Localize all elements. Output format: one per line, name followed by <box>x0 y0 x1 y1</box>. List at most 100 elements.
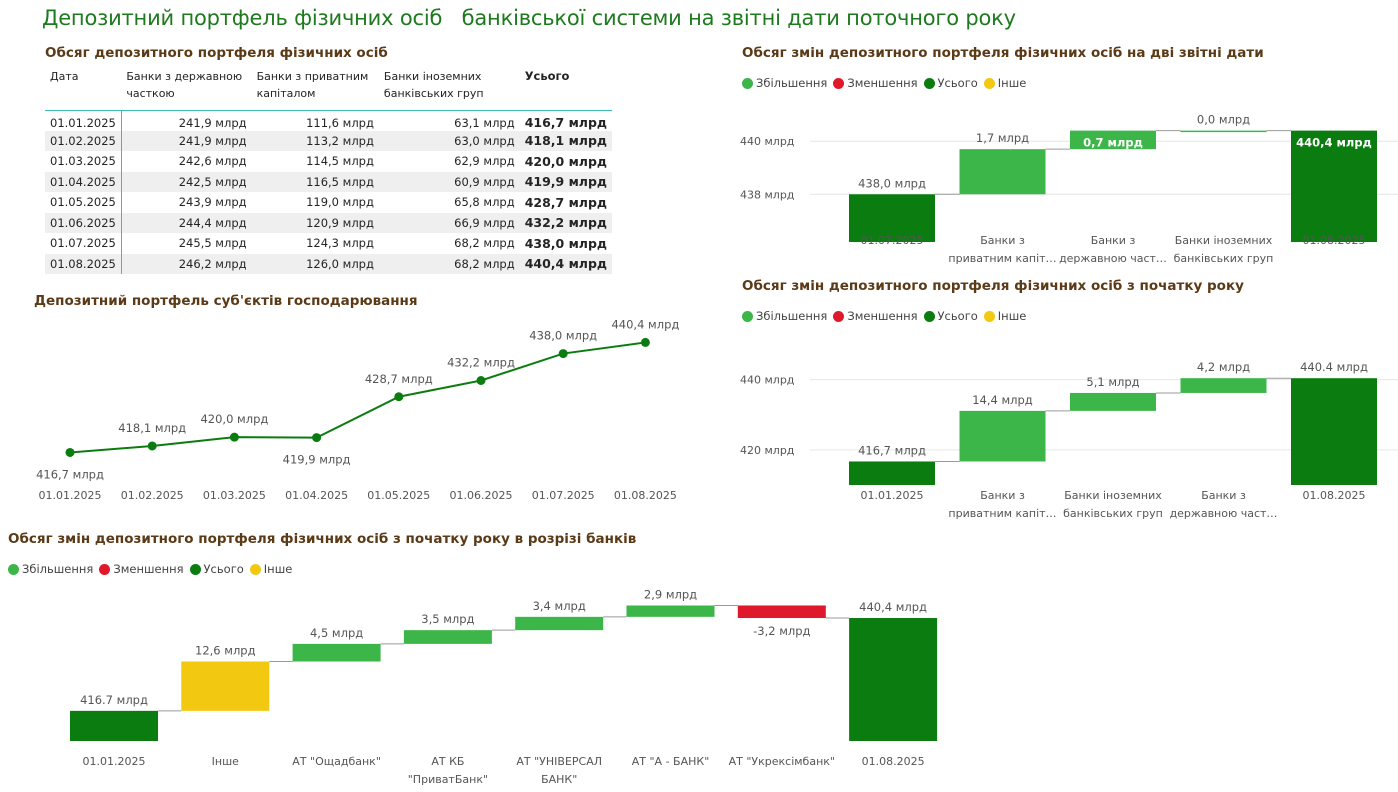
cell-date: 01.05.2025 <box>45 192 122 213</box>
x-tick-label: АТ КБ <box>431 755 464 768</box>
col-header-state[interactable]: Банки з державною часткою <box>126 70 243 100</box>
legend-item-decrease[interactable]: Зменшення <box>833 76 918 90</box>
table-row[interactable]: 01.03.2025 242,6 млрд 114,5 млрд 62,9 млрд 4… <box>45 151 612 172</box>
cell-total: 420,0 млрд <box>524 153 607 169</box>
table-row[interactable]: 01.04.2025 242,5 млрд 116,5 млрд 60,9 млрд 4… <box>45 171 612 192</box>
line-point <box>394 392 404 402</box>
table-row[interactable]: 01.07.2025 245,5 млрд 124,3 млрд 68,2 млрд 4… <box>45 233 612 254</box>
legend-item-increase[interactable]: Збільшення <box>742 309 827 323</box>
line-chart: 416,7 млрд 01.01.2025 418,1 млрд 01.02.2025… <box>36 317 679 502</box>
wf3-chart: 416.7 млрд 01.01.2025 12,6 млрд Інше 4,5 млр… <box>70 587 938 786</box>
cell-private: 113,2 млрд <box>306 133 374 148</box>
legend-dot <box>833 77 845 89</box>
x-tick-label: 01.08.2025 <box>1303 489 1366 502</box>
x-tick-label: Банки з <box>980 234 1025 247</box>
legend-item-decrease[interactable]: Зменшення <box>99 562 184 576</box>
legend-item-other[interactable]: Інше <box>983 309 1026 323</box>
table-row[interactable]: 01.01.2025 241,9 млрд 111,6 млрд 63,1 млрд 4… <box>45 110 612 131</box>
data-label: 3,4 млрд <box>533 599 586 613</box>
col-header-total[interactable]: Усього <box>524 69 570 83</box>
x-tick-label: державною част… <box>1059 252 1167 265</box>
waterfall-bar <box>1180 130 1267 133</box>
wf1-legend: Збільшення Зменшення Усього Інше <box>742 76 1032 90</box>
col-header-private[interactable]: Банки з приватним капіталом <box>256 70 369 100</box>
legend-item-other[interactable]: Інше <box>249 562 292 576</box>
data-label: 0,7 млрд <box>1083 136 1143 150</box>
cell-date: 01.02.2025 <box>45 130 122 151</box>
col-header-foreign[interactable]: Банки іноземних банківських груп <box>383 70 484 100</box>
legend-dot <box>249 563 261 575</box>
wf3-title: Обсяг змін депозитного портфеля фізичних… <box>8 531 637 547</box>
legend-dot <box>923 310 935 322</box>
x-tick-label: АТ "УНІВЕРСАЛ <box>516 755 602 768</box>
legend-item-other[interactable]: Інше <box>983 76 1026 90</box>
x-tick-label: 01.02.2025 <box>121 489 184 502</box>
cell-private: 111,6 млрд <box>306 115 374 130</box>
data-label: 440.4 млрд <box>1300 360 1368 374</box>
data-label: 438,0 млрд <box>858 176 926 190</box>
cell-foreign: 63,1 млрд <box>454 115 515 130</box>
line-data-label: 420,0 млрд <box>200 412 268 426</box>
cell-state: 245,5 млрд <box>178 236 247 251</box>
waterfall-bar <box>292 643 381 662</box>
waterfall-bar <box>1180 378 1267 393</box>
data-label: 3,5 млрд <box>421 612 474 626</box>
legend-dot <box>833 310 845 322</box>
x-tick-label: БАНК" <box>541 773 577 786</box>
x-tick-label: 01.07.2025 <box>532 489 595 502</box>
legend-dot <box>983 77 995 89</box>
wf1-chart: 438 млрд 440 млрд 438,0 млрд 01.07.2025 1,7 … <box>740 113 1398 265</box>
cell-date: 01.03.2025 <box>45 151 122 172</box>
table-row[interactable]: 01.05.2025 243,9 млрд 119,0 млрд 65,8 млрд 4… <box>45 192 612 213</box>
waterfall-bar <box>959 149 1046 195</box>
cell-total: 419,9 млрд <box>524 174 607 190</box>
waterfall-bar <box>737 605 826 619</box>
x-tick-label: АТ "А - БАНК" <box>632 755 710 768</box>
cell-total: 432,2 млрд <box>524 215 607 231</box>
waterfall-bar <box>403 630 492 644</box>
data-label: 12,6 млрд <box>195 643 256 657</box>
legend-item-total[interactable]: Усього <box>923 309 978 323</box>
waterfall-bar <box>849 461 935 485</box>
cell-date: 01.08.2025 <box>45 253 122 274</box>
table-row[interactable]: 01.02.2025 241,9 млрд 113,2 млрд 63,0 млрд 4… <box>45 130 612 151</box>
cell-date: 01.07.2025 <box>45 233 122 254</box>
x-tick-label: 01.06.2025 <box>450 489 513 502</box>
legend-item-total[interactable]: Усього <box>923 76 978 90</box>
data-label: 1,7 млрд <box>976 131 1029 145</box>
x-tick-label: банківських груп <box>1063 507 1163 520</box>
cell-private: 124,3 млрд <box>306 236 374 251</box>
legend-dot <box>189 563 201 575</box>
y-tick-label: 420 млрд <box>740 444 795 457</box>
cell-private: 119,0 млрд <box>306 195 374 210</box>
x-tick-label: 01.01.2025 <box>83 755 146 768</box>
x-tick-label: АТ "Укрексімбанк" <box>729 755 835 768</box>
line-data-label: 440,4 млрд <box>611 317 679 331</box>
waterfall-bar <box>1291 378 1377 485</box>
wf2-title: Обсяг змін депозитного портфеля фізичних… <box>742 278 1244 294</box>
y-tick-label: 440 млрд <box>740 135 795 148</box>
legend-dot <box>99 563 111 575</box>
legend-dot <box>742 77 753 89</box>
deposit-table: Дата Банки з державною часткою Банки з п… <box>45 66 612 274</box>
x-tick-label: "ПриватБанк" <box>408 773 488 786</box>
legend-item-increase[interactable]: Збільшення <box>742 76 827 90</box>
line-point <box>65 447 75 457</box>
x-tick-label: приватним капіт… <box>948 507 1056 520</box>
wf3-legend: Збільшення Зменшення Усього Інше <box>8 562 298 576</box>
line-series <box>69 341 646 454</box>
x-tick-label: державною част… <box>1170 507 1278 520</box>
table-row[interactable]: 01.08.2025 246,2 млрд 126,0 млрд 68,2 млрд 4… <box>45 253 612 274</box>
line-point <box>312 433 322 443</box>
data-label: 14,4 млрд <box>972 393 1033 407</box>
legend-item-decrease[interactable]: Зменшення <box>833 309 918 323</box>
cell-state: 241,9 млрд <box>178 115 247 130</box>
col-header-date[interactable]: Дата <box>50 70 79 83</box>
legend-item-increase[interactable]: Збільшення <box>8 562 93 576</box>
legend-item-total[interactable]: Усього <box>189 562 244 576</box>
page-title: Депозитний портфель фізичних осіб банків… <box>42 6 1016 30</box>
table-row[interactable]: 01.06.2025 244,4 млрд 120,9 млрд 66,9 млрд 4… <box>45 212 612 233</box>
cell-foreign: 63,0 млрд <box>454 133 515 148</box>
line-data-label: 438,0 млрд <box>529 329 597 343</box>
cell-state: 242,6 млрд <box>178 154 247 169</box>
